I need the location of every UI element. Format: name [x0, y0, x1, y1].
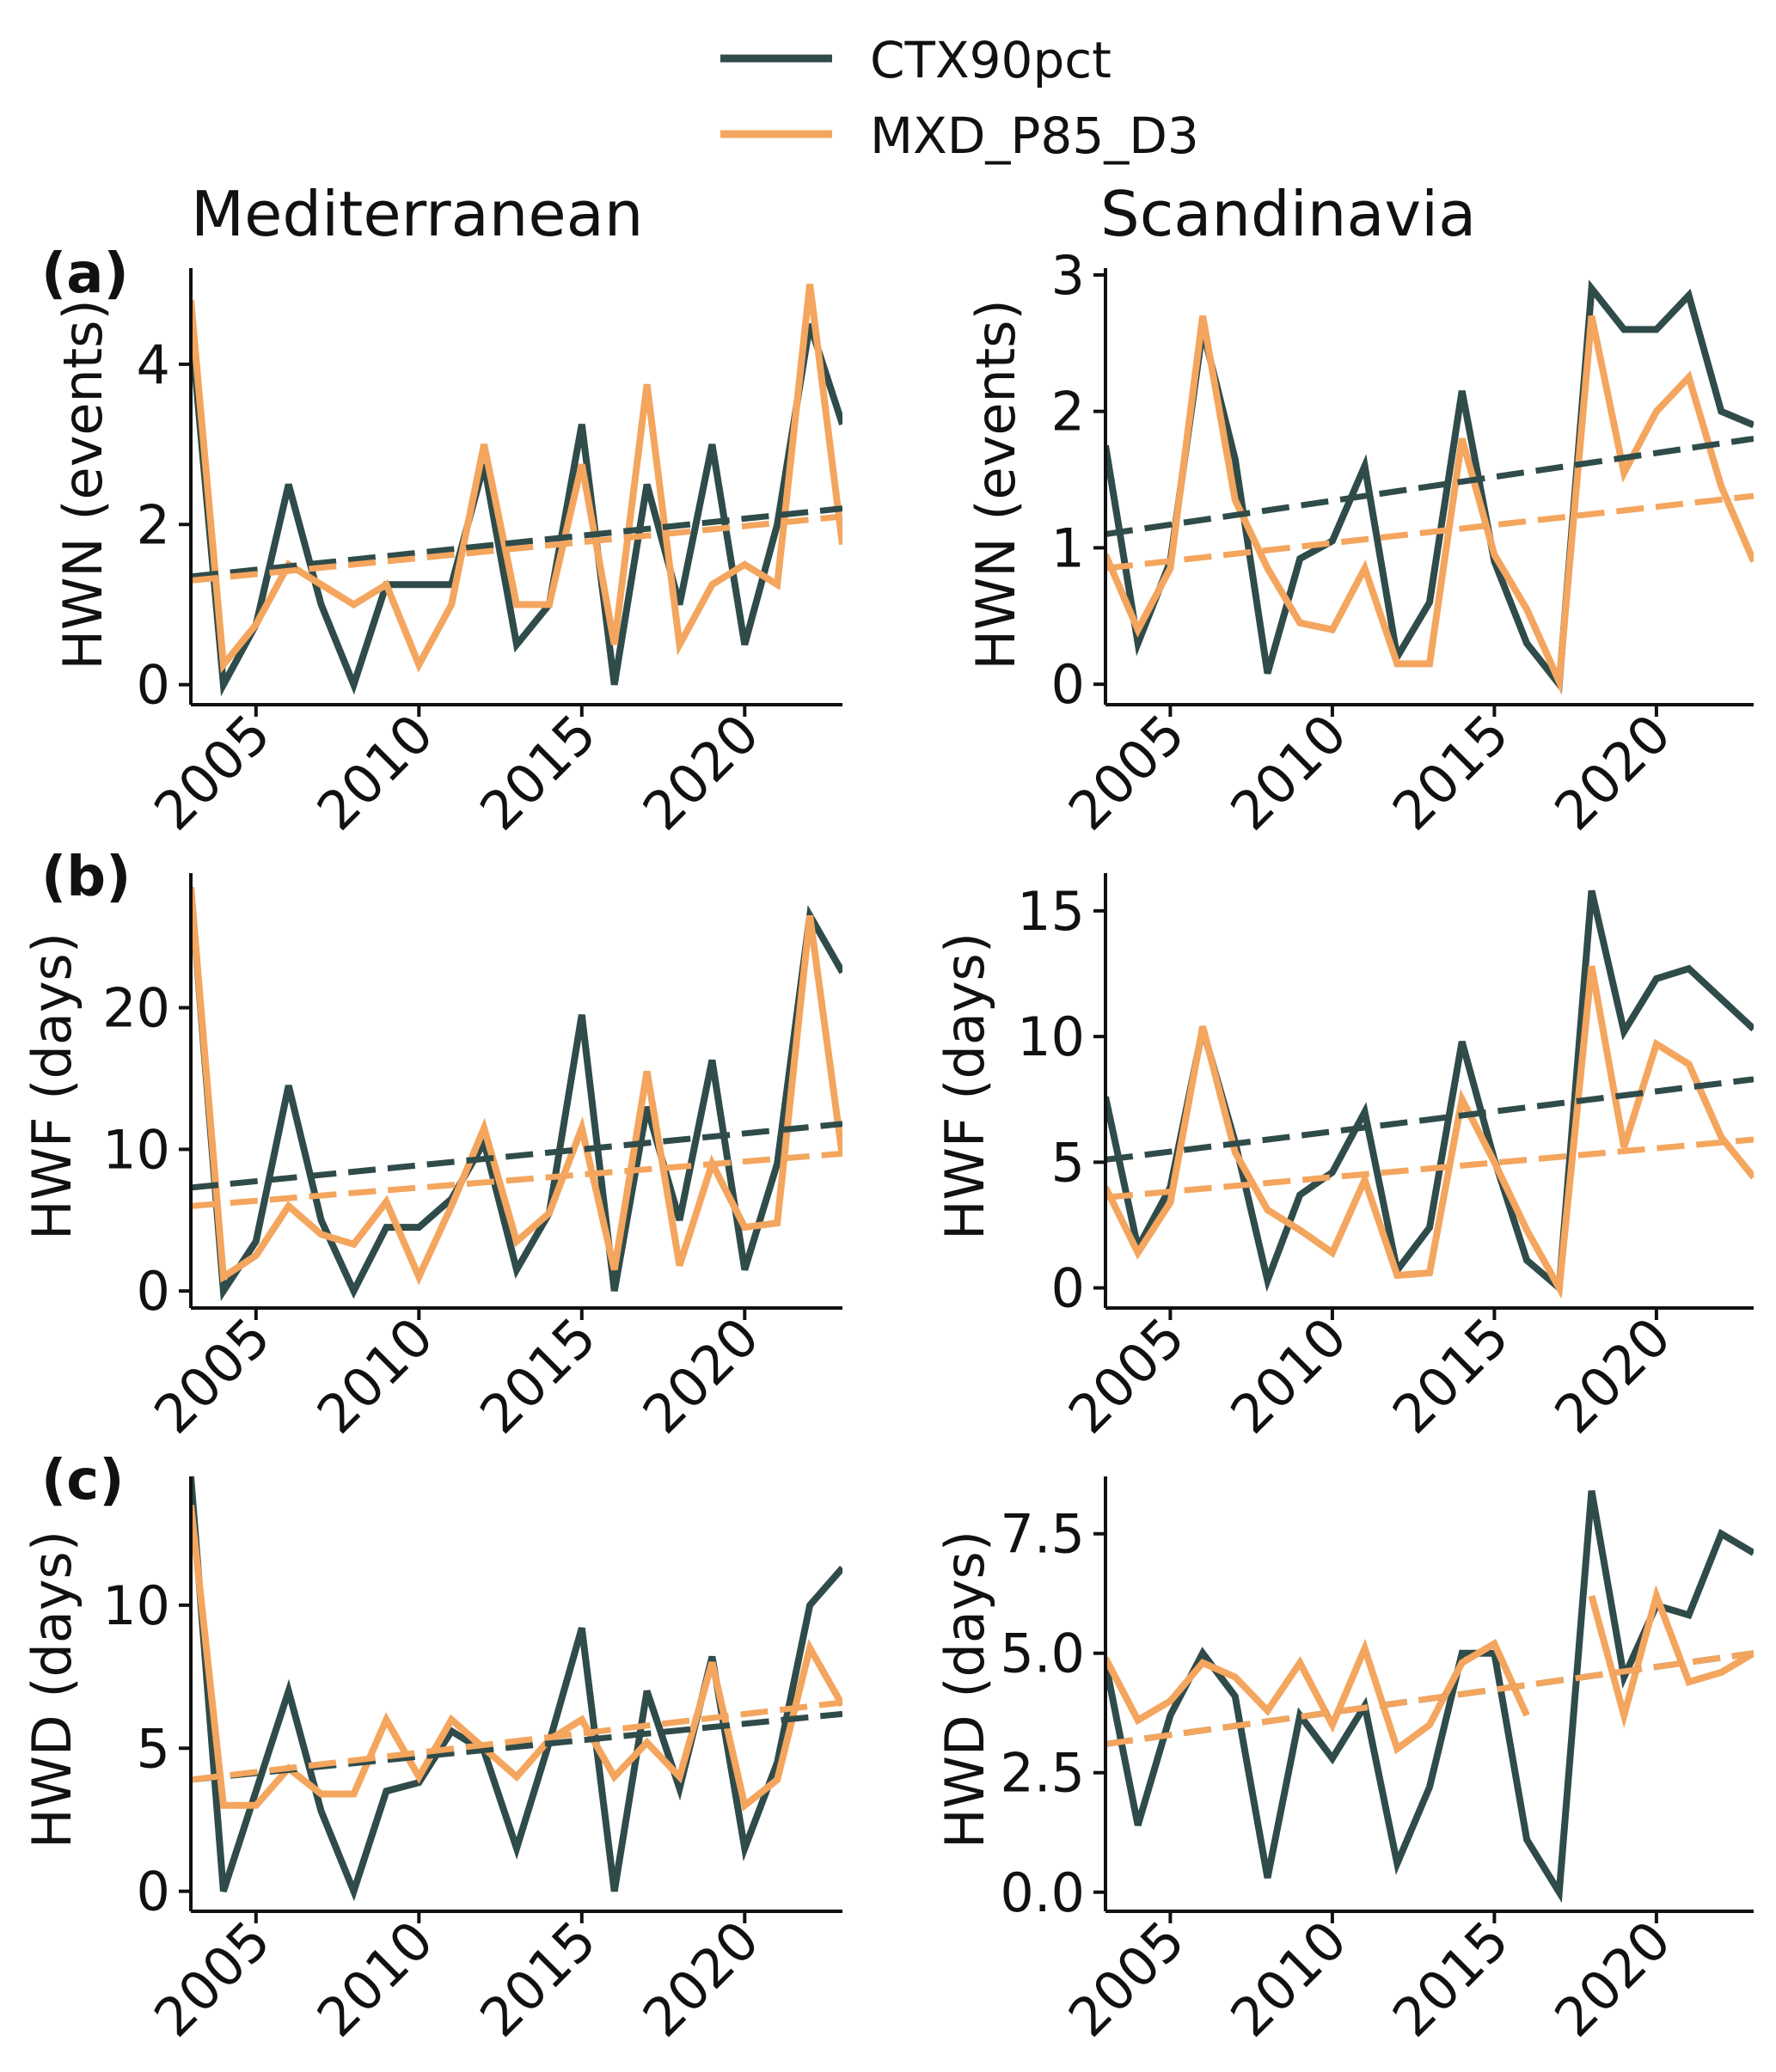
- plot-mediterranean-hwf: 0 10 20 2005 2010 2015 2020: [102, 873, 842, 1446]
- trend-line-ctx90pct: [191, 1710, 842, 1783]
- series-line-ctx90pct: [191, 1476, 842, 1902]
- panel-label-c: (c): [41, 1449, 124, 1513]
- trend-line-mxd-p85-d3: [191, 513, 842, 584]
- trend-line-ctx90pct: [191, 505, 842, 580]
- y-tick-label: 0: [1051, 653, 1085, 716]
- ylabel-b-right: HWF (days): [934, 932, 996, 1240]
- y-tick-label: 3: [1051, 244, 1085, 307]
- x-tick-label: 2010: [1218, 1909, 1358, 2049]
- y-tick-label: 15: [1017, 880, 1085, 943]
- legend-label-mxd-p85-d3: MXD_P85_D3: [870, 107, 1199, 165]
- x-tick-label: 2015: [1381, 702, 1521, 842]
- x-tick-label: 2005: [142, 1909, 282, 2049]
- series-line-mxd-p85-d3: [1105, 965, 1754, 1299]
- y-tick-label: 0: [137, 1260, 170, 1323]
- ylabel-b-left: HWF (days): [21, 932, 83, 1240]
- legend-label-ctx90pct: CTX90pct: [870, 31, 1112, 89]
- trend-line-mxd-p85-d3: [191, 1699, 842, 1783]
- x-tick-label: 2005: [1056, 702, 1197, 842]
- x-tick-label: 2020: [1542, 1305, 1682, 1446]
- series-line-mxd-p85-d3: [1105, 1585, 1754, 1755]
- series-line-mxd-p85-d3: [1105, 315, 1754, 695]
- y-tick-label: 10: [102, 1574, 170, 1637]
- series-line-mxd-p85-d3: [191, 1504, 842, 1812]
- y-tick-label: 10: [102, 1118, 170, 1181]
- x-tick-label: 2020: [631, 1305, 771, 1446]
- trend-line-mxd-p85-d3: [191, 1150, 842, 1209]
- panel-label-b: (b): [41, 846, 131, 909]
- plot-scandinavia-hwd: 0.0 2.5 5.0 7.5 2005 2010 2015 2020: [1000, 1476, 1754, 2049]
- x-tick-label: 2015: [468, 702, 608, 842]
- y-tick-label: 5.0: [1000, 1623, 1085, 1685]
- x-tick-label: 2015: [1381, 1305, 1521, 1446]
- trend-line-ctx90pct: [1105, 435, 1754, 538]
- x-tick-label: 2010: [305, 702, 445, 842]
- x-tick-label: 2010: [1218, 702, 1358, 842]
- series-line-ctx90pct: [191, 322, 842, 697]
- y-tick-label: 4: [137, 333, 170, 396]
- x-tick-label: 2005: [1056, 1305, 1197, 1446]
- series-line-mxd-p85-d3: [191, 887, 842, 1286]
- ylabel-c-right: HWD (days): [934, 1531, 996, 1849]
- y-tick-label: 2: [137, 493, 170, 556]
- y-tick-label: 7.5: [1000, 1503, 1085, 1566]
- y-tick-label: 20: [102, 977, 170, 1040]
- legend: CTX90pct MXD_P85_D3: [720, 31, 1199, 165]
- trend-line-mxd-p85-d3: [1105, 492, 1754, 571]
- x-tick-label: 2005: [142, 702, 282, 842]
- trend-line-mxd-p85-d3: [1105, 1136, 1754, 1201]
- plot-mediterranean-hwn: 0 2 4 2005 2010 2015 2020: [137, 268, 842, 842]
- x-tick-label: 2010: [305, 1305, 445, 1446]
- plot-mediterranean-hwd: 0 5 10 2005 2010 2015 2020: [102, 1476, 842, 2049]
- y-tick-label: 5: [1051, 1131, 1085, 1194]
- y-tick-label: 0: [137, 1861, 170, 1923]
- y-tick-label: 2: [1051, 381, 1085, 443]
- x-tick-label: 2005: [1056, 1909, 1197, 2049]
- x-tick-label: 2015: [468, 1909, 608, 2049]
- y-tick-label: 10: [1017, 1005, 1085, 1068]
- column-title-scandinavia: Scandinavia: [1100, 178, 1476, 250]
- plot-scandinavia-hwn: 0 1 2 3 2005 2010 2015 2020: [1051, 244, 1754, 842]
- x-tick-label: 2020: [631, 1909, 771, 2049]
- y-tick-label: 5: [137, 1717, 170, 1780]
- trend-line-ctx90pct: [1105, 1076, 1754, 1163]
- series-line-mxd-p85-d3: [191, 284, 842, 674]
- x-tick-label: 2020: [1542, 702, 1682, 842]
- ylabel-c-left: HWD (days): [21, 1531, 83, 1849]
- y-tick-label: 0: [137, 654, 170, 717]
- x-tick-label: 2010: [1218, 1305, 1358, 1446]
- y-tick-label: 0.0: [1000, 1861, 1085, 1924]
- y-tick-label: 2.5: [1000, 1742, 1085, 1805]
- x-tick-label: 2010: [305, 1909, 445, 2049]
- ylabel-a-right: HWN (events): [965, 299, 1027, 669]
- x-tick-label: 2020: [631, 702, 771, 842]
- plot-scandinavia-hwf: 0 5 10 15 2005 2010 2015 2020: [1017, 873, 1754, 1446]
- panel-label-a: (a): [41, 242, 129, 306]
- trend-line-ctx90pct: [191, 1121, 842, 1191]
- x-tick-label: 2005: [142, 1305, 282, 1446]
- x-tick-label: 2020: [1542, 1909, 1682, 2049]
- y-tick-label: 0: [1051, 1257, 1085, 1320]
- y-tick-label: 1: [1051, 516, 1085, 579]
- trend-line-mxd-p85-d3: [1105, 1650, 1754, 1747]
- column-title-mediterranean: Mediterranean: [191, 178, 643, 250]
- series-line-ctx90pct: [1105, 1490, 1754, 1904]
- ylabel-a-left: HWN (events): [52, 299, 114, 669]
- x-tick-label: 2015: [468, 1305, 608, 1446]
- x-tick-label: 2015: [1381, 1909, 1521, 2049]
